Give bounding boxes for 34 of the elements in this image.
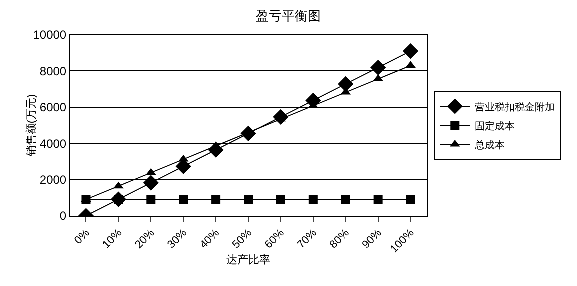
point	[370, 60, 386, 76]
y-tick-label: 10000	[33, 28, 67, 42]
y-tick-label: 4000	[40, 136, 67, 151]
x-tick-label: 80%	[328, 227, 352, 252]
x-tick-label: 70%	[295, 227, 320, 252]
point	[179, 195, 188, 204]
chart-title: 盈亏平衡图	[256, 8, 321, 24]
point	[374, 195, 383, 204]
x-tick-label: 30%	[166, 227, 190, 252]
point	[406, 195, 416, 204]
point	[143, 175, 159, 191]
point	[244, 195, 253, 204]
x-tick-label: 0%	[72, 227, 92, 247]
x-tick-label: 40%	[198, 227, 222, 252]
y-axis-title: 销售额(万元)	[24, 94, 38, 158]
y-tick-label: 0	[60, 209, 67, 224]
point	[338, 76, 354, 92]
y-tick-label: 6000	[40, 100, 67, 115]
legend-label: 营业税扣税金附加	[475, 101, 556, 114]
x-axis-title: 达产比率	[226, 253, 270, 266]
y-tick-label: 2000	[40, 173, 67, 187]
point	[402, 43, 419, 60]
x-tick-label: 50%	[230, 227, 255, 252]
point	[146, 195, 156, 204]
point	[212, 195, 221, 204]
point	[341, 195, 350, 204]
point	[406, 61, 416, 68]
point	[276, 195, 286, 204]
x-tick-label: 90%	[360, 227, 384, 252]
x-tick-label: 60%	[262, 227, 288, 252]
legend-label: 固定成本	[475, 120, 516, 132]
point	[308, 195, 318, 204]
legend-label: 总成本	[474, 139, 506, 152]
y-tick-label: 8000	[40, 64, 67, 78]
